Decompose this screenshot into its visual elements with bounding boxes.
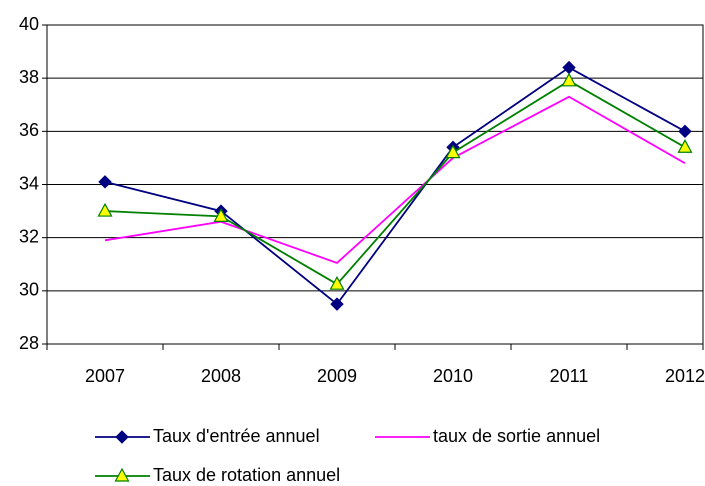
marker bbox=[678, 124, 692, 139]
x-tick-label: 2012 bbox=[665, 366, 705, 386]
marker bbox=[562, 60, 576, 75]
plot-border bbox=[46, 24, 704, 345]
y-tick-label: 40 bbox=[19, 14, 39, 34]
series-line bbox=[104, 66, 686, 306]
marker bbox=[97, 202, 113, 217]
legend-label: taux de sortie annuel bbox=[433, 426, 600, 446]
marker bbox=[677, 139, 693, 153]
x-tick-label: 2007 bbox=[85, 366, 125, 386]
marker bbox=[98, 175, 112, 189]
y-tick-label: 38 bbox=[19, 67, 39, 87]
marker bbox=[213, 208, 229, 222]
x-tick-label: 2010 bbox=[433, 366, 473, 386]
series-line bbox=[104, 95, 686, 264]
legend-label: Taux de rotation annuel bbox=[153, 465, 340, 485]
x-tick-label: 2009 bbox=[317, 366, 357, 386]
y-tick-label: 36 bbox=[19, 120, 39, 140]
y-tick-label: 34 bbox=[19, 173, 39, 193]
series-line bbox=[104, 79, 686, 286]
marker bbox=[330, 297, 344, 311]
legend-marker bbox=[114, 467, 130, 482]
x-tick-label: 2011 bbox=[550, 366, 589, 386]
marker bbox=[329, 275, 345, 290]
legend-label: Taux d'entrée annuel bbox=[153, 426, 320, 446]
y-tick-label: 28 bbox=[19, 333, 39, 353]
legend-marker bbox=[115, 430, 129, 444]
y-tick-label: 32 bbox=[19, 226, 39, 246]
x-tick-label: 2008 bbox=[201, 366, 241, 386]
marker bbox=[561, 72, 577, 87]
y-tick-label: 30 bbox=[19, 280, 39, 300]
marker bbox=[445, 144, 461, 159]
